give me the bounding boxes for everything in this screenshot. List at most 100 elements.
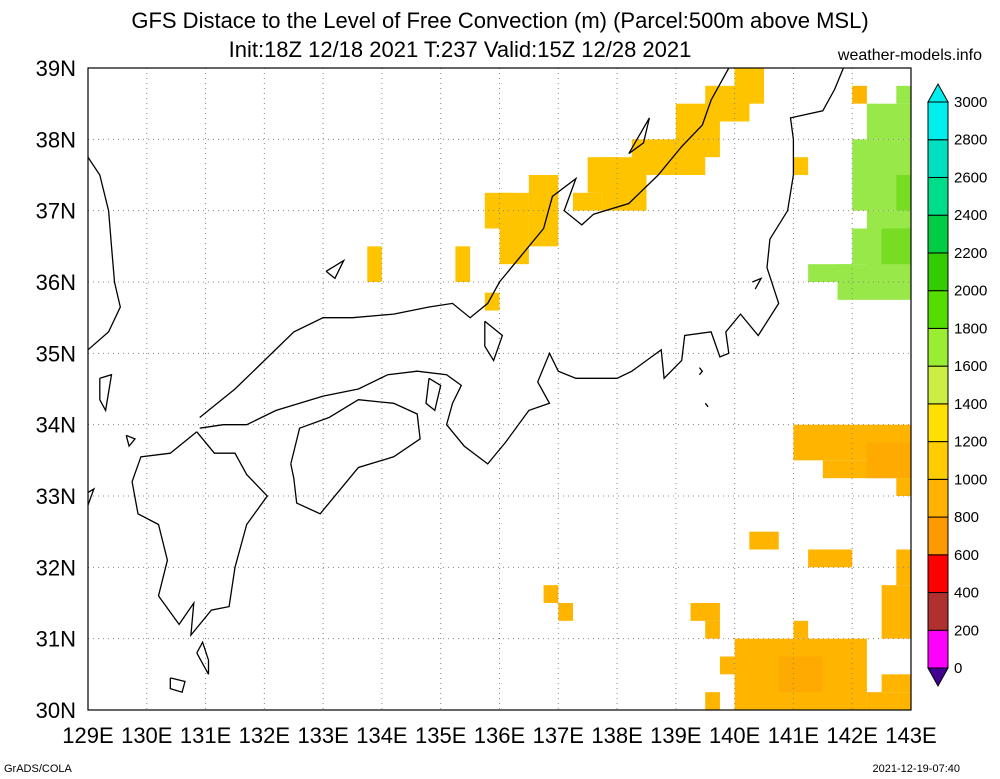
coastline — [99, 373, 113, 413]
lfc-cell — [896, 175, 911, 211]
colorbar-tick-label: 2200 — [954, 245, 987, 262]
lat-tick-label: 33N — [36, 484, 76, 509]
lon-tick-label: 142E — [827, 723, 878, 748]
map-title-line2: Init:18Z 12/18 2021 T:237 Valid:15Z 12/2… — [228, 37, 692, 62]
lat-tick-label: 34N — [36, 413, 76, 438]
colorbar-segment — [927, 554, 949, 594]
lon-tick-label: 132E — [239, 723, 290, 748]
lat-tick-label: 31N — [36, 627, 76, 652]
colorbar-segment — [927, 176, 949, 216]
lfc-cell — [793, 620, 809, 639]
map-title-line1: GFS Distace to the Level of Free Convect… — [131, 8, 869, 33]
lon-tick-label: 138E — [591, 723, 642, 748]
colorbar-segment — [927, 365, 949, 405]
coastline — [628, 117, 651, 155]
lat-lon-grid — [88, 68, 911, 710]
coastline — [131, 431, 269, 638]
colorbar-segment — [927, 139, 949, 178]
lat-tick-label: 32N — [36, 555, 76, 580]
lon-tick-label: 140E — [709, 723, 760, 748]
lat-tick-label: 37N — [36, 199, 76, 224]
lfc-shading-layer — [367, 68, 911, 710]
lon-tick-label: 130E — [121, 723, 172, 748]
lfc-cell — [896, 478, 911, 496]
lfc-cell — [484, 292, 500, 311]
colorbar-tick-label: 800 — [954, 509, 979, 526]
lfc-cell — [719, 656, 735, 675]
lfc-cell — [793, 157, 809, 175]
lat-tick-label: 36N — [36, 270, 76, 295]
lfc-cell — [881, 674, 911, 693]
colorbar-tick-label: 2000 — [954, 283, 987, 300]
coastline — [88, 487, 96, 507]
lon-tick-label: 141E — [768, 723, 819, 748]
colorbar-tick-label: 1000 — [954, 471, 987, 488]
lfc-cell — [778, 656, 823, 693]
coastline — [169, 677, 186, 694]
colorbar-tick-label: 1200 — [954, 434, 987, 451]
colorbar-tick-label: 600 — [954, 547, 979, 564]
lat-tick-label: 38N — [36, 127, 76, 152]
lfc-cell — [808, 549, 853, 568]
coastline — [196, 640, 210, 675]
colorbar: 0 200 400 600 800 1000 1200 1400 1600 1800 2000 220… — [927, 82, 987, 688]
colorbar-segment — [927, 403, 949, 443]
colorbar-segment — [927, 516, 949, 556]
axis-labels: 129E 130E 131E 132E 133E 134E 135E 136E 137E 138E… — [36, 56, 937, 748]
colorbar-segment — [927, 214, 949, 254]
map-frame — [87, 67, 912, 711]
colorbar-segment — [927, 252, 949, 292]
coastline — [199, 68, 845, 465]
colorbar-tick-label: 2400 — [954, 207, 987, 224]
lfc-cell — [852, 85, 867, 104]
coastline — [290, 399, 421, 515]
lfc-cell — [587, 157, 618, 193]
lon-tick-label: 136E — [474, 723, 525, 748]
colorbar-tick-label: 1800 — [954, 320, 987, 337]
lat-tick-label: 35N — [36, 341, 76, 366]
footer-timestamp: 2021-12-19-07:40 — [872, 763, 960, 775]
colorbar-tick-label: 2800 — [954, 132, 987, 149]
colorbar-segment — [927, 101, 949, 141]
colorbar-segment — [927, 327, 949, 367]
lon-tick-label: 129E — [62, 723, 113, 748]
lfc-cell — [690, 603, 720, 621]
lon-tick-label: 131E — [180, 723, 231, 748]
lon-tick-label: 133E — [297, 723, 348, 748]
colorbar-tick-label: 200 — [954, 622, 979, 639]
lon-tick-label: 143E — [885, 723, 936, 748]
colorbar-tick-label: 400 — [954, 585, 979, 602]
coastline — [199, 68, 730, 419]
colorbar-segment — [927, 441, 949, 480]
colorbar-tick-label: 0 — [954, 660, 962, 677]
lfc-cell — [881, 228, 911, 265]
lfc-cell — [881, 585, 911, 639]
colorbar-tick-label: 1400 — [954, 396, 987, 413]
lfc-cell — [705, 620, 720, 639]
coastline — [125, 434, 137, 448]
footer-credit: GrADS/COLA — [4, 763, 72, 775]
lon-tick-label: 134E — [356, 723, 407, 748]
colorbar-segment — [927, 478, 949, 518]
coastline — [425, 377, 442, 412]
lat-tick-label: 30N — [36, 698, 76, 723]
coastline — [752, 277, 763, 290]
lfc-cell — [866, 442, 911, 479]
lfc-cell — [572, 192, 603, 211]
lat-tick-label: 39N — [36, 56, 76, 81]
colorbar-segment — [927, 290, 949, 329]
coastline — [484, 320, 504, 363]
lon-tick-label: 137E — [533, 723, 584, 748]
coastline — [698, 367, 704, 376]
coastline-layer — [88, 68, 845, 694]
lfc-cell — [734, 68, 750, 122]
lfc-cell — [455, 246, 471, 282]
site-credit: weather-models.info — [837, 47, 982, 64]
colorbar-tick-label: 1600 — [954, 358, 987, 375]
lfc-cell — [866, 103, 911, 140]
colorbar-low-arrow — [927, 667, 949, 688]
lfc-cell — [896, 85, 911, 104]
lon-tick-label: 135E — [415, 723, 466, 748]
lfc-cell — [367, 246, 382, 282]
